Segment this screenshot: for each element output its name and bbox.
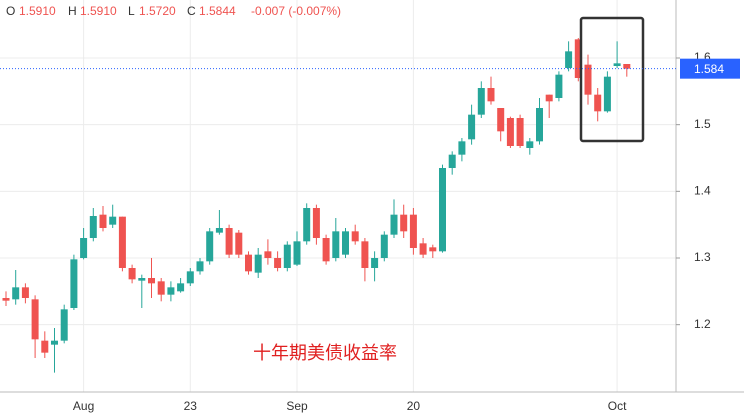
candle-body — [584, 64, 592, 95]
candle-body — [526, 141, 534, 148]
x-tick-label: Aug — [73, 399, 94, 413]
candle-body — [400, 214, 408, 232]
candle-body — [254, 254, 262, 273]
candle-body — [41, 340, 49, 353]
y-tick-label: 1.5 — [694, 117, 711, 131]
highlight-box — [579, 16, 645, 143]
value: 1.5720 — [139, 4, 176, 18]
candle-body — [186, 271, 194, 284]
candle-body — [448, 154, 456, 168]
candle-body — [225, 228, 233, 255]
annotation: 十年期美债收益率 — [253, 343, 397, 364]
y-tick-label: 1.2 — [694, 317, 711, 331]
candle-body — [80, 238, 88, 258]
candle-body — [371, 258, 379, 268]
change: -0.007 (-0.007%) — [251, 4, 341, 18]
candle-body — [322, 238, 330, 262]
candle-body — [439, 168, 446, 252]
candle-body — [351, 231, 359, 242]
candle-body — [409, 214, 417, 248]
x-tick-label: 20 — [407, 399, 421, 413]
value: 1.5910 — [19, 4, 56, 18]
candle-body — [196, 261, 204, 272]
candle-body — [477, 88, 485, 115]
candle-body — [167, 287, 175, 295]
candle-body — [274, 258, 282, 268]
candle-body — [429, 247, 437, 252]
candle-body — [497, 108, 505, 132]
candle-body — [468, 114, 476, 140]
candle-body — [2, 298, 10, 301]
last-price-label: 1.584 — [694, 62, 724, 76]
candle-body — [157, 281, 165, 295]
candle-body — [138, 278, 146, 281]
candle-body — [283, 244, 291, 268]
candle-body — [245, 254, 252, 272]
candle-body — [613, 63, 621, 66]
x-tick-label: 23 — [184, 399, 198, 413]
candle-body — [390, 214, 398, 235]
candle-body — [361, 241, 369, 268]
candle-body — [293, 241, 301, 265]
label: C — [187, 4, 196, 18]
candle-body — [128, 268, 136, 280]
candle-body — [235, 232, 243, 255]
candle-body — [31, 299, 39, 340]
label: O — [6, 4, 15, 18]
candle-body — [21, 287, 29, 298]
candle-body — [565, 51, 573, 68]
candle-body — [332, 231, 340, 258]
candle-body — [487, 88, 495, 102]
x-tick-label: Oct — [608, 399, 627, 413]
candle-body — [99, 214, 107, 228]
candle-body — [12, 287, 20, 300]
y-tick-label: 1.4 — [694, 184, 711, 198]
candle-body — [342, 231, 349, 255]
candle-body — [109, 216, 117, 225]
candle-body — [118, 216, 126, 268]
candle-body — [303, 208, 311, 242]
value: 1.5910 — [80, 4, 117, 18]
candle-body — [51, 340, 58, 345]
candle-body — [516, 118, 524, 146]
x-tick-label: Sep — [286, 399, 308, 413]
candle-body — [380, 234, 388, 258]
candle-body — [545, 94, 553, 102]
candle-body — [206, 231, 214, 262]
candle-body — [177, 283, 185, 292]
value: 1.5844 — [199, 4, 236, 18]
last-price-tag — [680, 58, 740, 79]
candle-body — [623, 64, 631, 69]
candle-body — [89, 216, 97, 238]
candle-body — [312, 208, 320, 238]
label: H — [68, 4, 77, 18]
candle-body — [574, 39, 582, 78]
candle-body — [594, 94, 602, 112]
candle-body — [264, 251, 272, 258]
ohlc-header: O 1.5910 H 1.5910 L 1.5720 C 1.5844 -0.0… — [6, 4, 341, 18]
candle-body — [148, 278, 155, 284]
label: L — [128, 4, 135, 18]
y-tick-label: 1.3 — [694, 250, 711, 264]
candle-body — [506, 118, 514, 146]
plot — [2, 38, 631, 373]
candle-body — [215, 228, 223, 233]
candle-body — [60, 309, 68, 341]
candle-body — [603, 76, 611, 112]
candle-body — [70, 259, 78, 308]
candle-body — [419, 243, 427, 255]
candle-body — [458, 141, 466, 155]
candle-body — [536, 108, 543, 142]
candle-body — [555, 74, 563, 98]
